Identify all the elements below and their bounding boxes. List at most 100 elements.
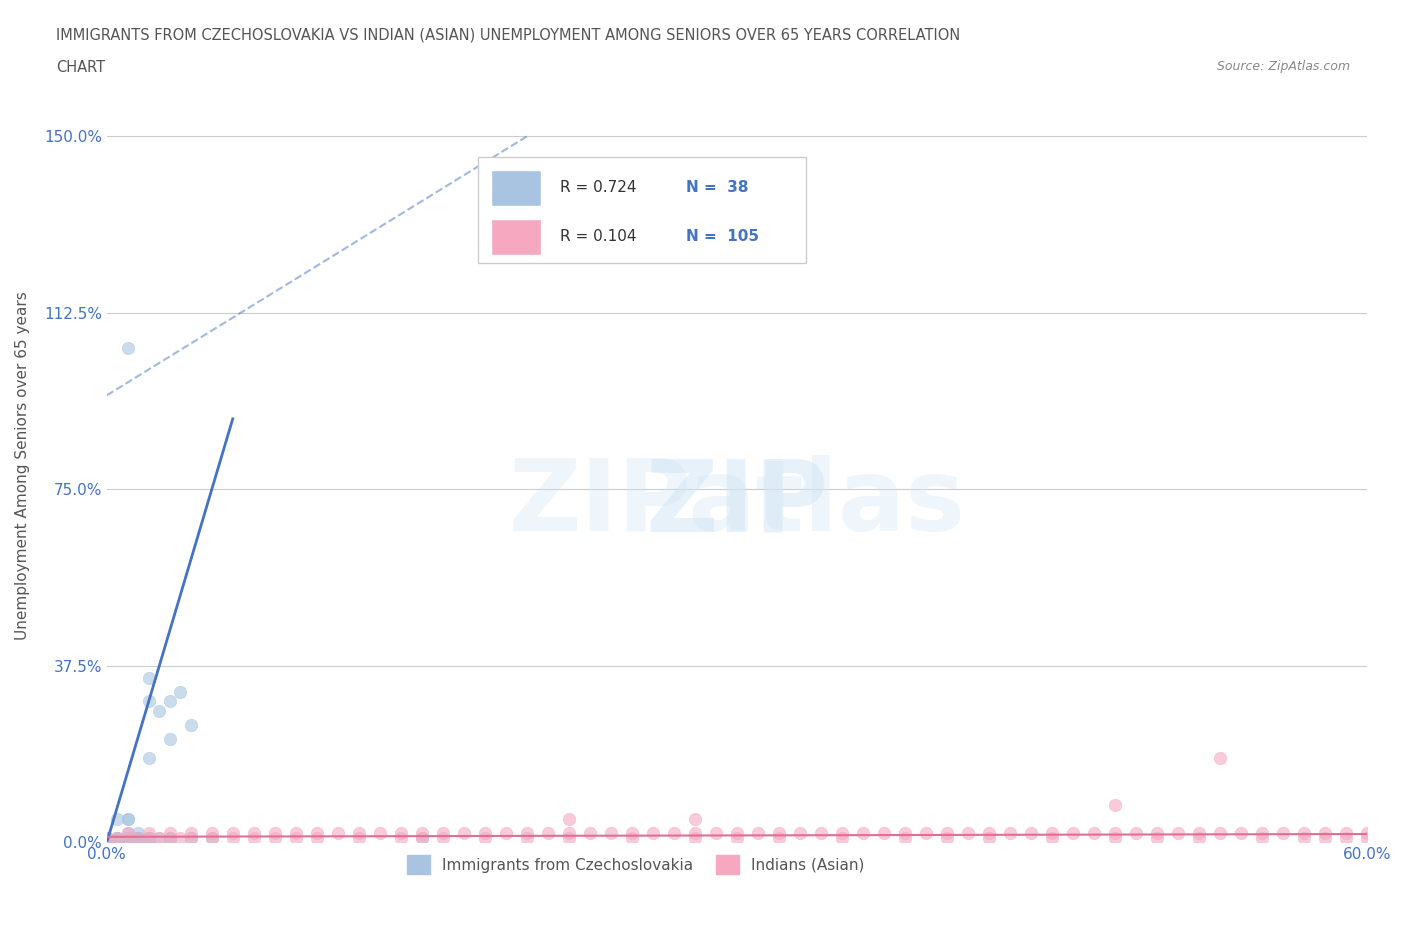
Point bbox=[1104, 797, 1126, 812]
Point bbox=[747, 826, 769, 841]
Point bbox=[127, 830, 149, 845]
Text: R = 0.724: R = 0.724 bbox=[561, 179, 637, 194]
Point bbox=[117, 812, 139, 827]
Point bbox=[180, 826, 202, 841]
Point bbox=[1334, 826, 1357, 841]
Point bbox=[683, 826, 706, 841]
Point bbox=[117, 830, 139, 845]
Text: IMMIGRANTS FROM CZECHOSLOVAKIA VS INDIAN (ASIAN) UNEMPLOYMENT AMONG SENIORS OVER: IMMIGRANTS FROM CZECHOSLOVAKIA VS INDIAN… bbox=[56, 28, 960, 43]
Point bbox=[127, 830, 149, 845]
Point bbox=[180, 830, 202, 845]
Point bbox=[1104, 826, 1126, 841]
Point bbox=[138, 830, 160, 845]
Point bbox=[148, 830, 170, 845]
Point bbox=[180, 717, 202, 732]
Point bbox=[138, 830, 160, 845]
Point bbox=[326, 826, 349, 841]
Point bbox=[1376, 826, 1399, 841]
Point bbox=[222, 830, 245, 845]
Point bbox=[201, 826, 224, 841]
Point bbox=[620, 826, 643, 841]
Point bbox=[159, 830, 181, 845]
Point bbox=[411, 830, 433, 845]
Legend: Immigrants from Czechoslovakia, Indians (Asian): Immigrants from Czechoslovakia, Indians … bbox=[401, 849, 870, 880]
Point bbox=[516, 826, 538, 841]
Point bbox=[474, 830, 496, 845]
Point bbox=[977, 830, 1000, 845]
Point bbox=[411, 826, 433, 841]
Point bbox=[105, 830, 128, 845]
Point bbox=[516, 830, 538, 845]
Point bbox=[1040, 830, 1063, 845]
Point bbox=[96, 830, 118, 845]
Point bbox=[96, 830, 118, 845]
Point bbox=[263, 826, 285, 841]
Point bbox=[620, 830, 643, 845]
Point bbox=[284, 830, 307, 845]
Point bbox=[368, 826, 391, 841]
Point bbox=[495, 826, 517, 841]
Point bbox=[222, 826, 245, 841]
Point bbox=[159, 732, 181, 747]
Point bbox=[411, 830, 433, 845]
Point bbox=[1040, 826, 1063, 841]
Point bbox=[704, 826, 727, 841]
Point bbox=[159, 830, 181, 845]
Point bbox=[641, 826, 664, 841]
Point bbox=[432, 826, 454, 841]
Point bbox=[935, 826, 957, 841]
Point bbox=[180, 830, 202, 845]
Y-axis label: Unemployment Among Seniors over 65 years: Unemployment Among Seniors over 65 years bbox=[15, 292, 30, 641]
Point bbox=[1250, 830, 1272, 845]
Point bbox=[96, 830, 118, 845]
Point bbox=[138, 830, 160, 845]
Point bbox=[1125, 826, 1147, 841]
Point bbox=[242, 826, 264, 841]
Point bbox=[453, 826, 475, 841]
Point bbox=[893, 830, 915, 845]
Point bbox=[768, 830, 790, 845]
Point bbox=[1188, 830, 1211, 845]
Point bbox=[914, 826, 936, 841]
Point bbox=[1146, 830, 1168, 845]
Point bbox=[725, 826, 748, 841]
Text: CHART: CHART bbox=[56, 60, 105, 75]
Point bbox=[1229, 826, 1251, 841]
Text: N =  38: N = 38 bbox=[686, 179, 749, 194]
Point bbox=[1062, 826, 1084, 841]
Point bbox=[1313, 830, 1336, 845]
Point bbox=[201, 830, 224, 845]
Point bbox=[127, 830, 149, 845]
Point bbox=[789, 826, 811, 841]
Point bbox=[169, 830, 191, 845]
FancyBboxPatch shape bbox=[491, 170, 541, 206]
Point bbox=[117, 830, 139, 845]
Point bbox=[1209, 751, 1232, 765]
Point bbox=[558, 826, 581, 841]
Point bbox=[810, 826, 832, 841]
Point bbox=[117, 830, 139, 845]
Point bbox=[105, 830, 128, 845]
Text: ZIPatlas: ZIPatlas bbox=[509, 455, 965, 552]
Point bbox=[347, 826, 370, 841]
Point bbox=[389, 830, 412, 845]
Point bbox=[768, 826, 790, 841]
Point bbox=[138, 751, 160, 765]
Point bbox=[1083, 826, 1105, 841]
Point bbox=[138, 830, 160, 845]
Point bbox=[138, 830, 160, 845]
Point bbox=[1104, 830, 1126, 845]
Point bbox=[263, 830, 285, 845]
Point bbox=[578, 826, 600, 841]
Point bbox=[117, 826, 139, 841]
Point bbox=[159, 826, 181, 841]
Point bbox=[1355, 830, 1378, 845]
Point bbox=[977, 826, 1000, 841]
FancyBboxPatch shape bbox=[478, 157, 806, 262]
Point bbox=[305, 830, 328, 845]
Point bbox=[1355, 826, 1378, 841]
Point bbox=[305, 826, 328, 841]
Point bbox=[1019, 826, 1042, 841]
Point bbox=[127, 826, 149, 841]
Point bbox=[159, 694, 181, 709]
